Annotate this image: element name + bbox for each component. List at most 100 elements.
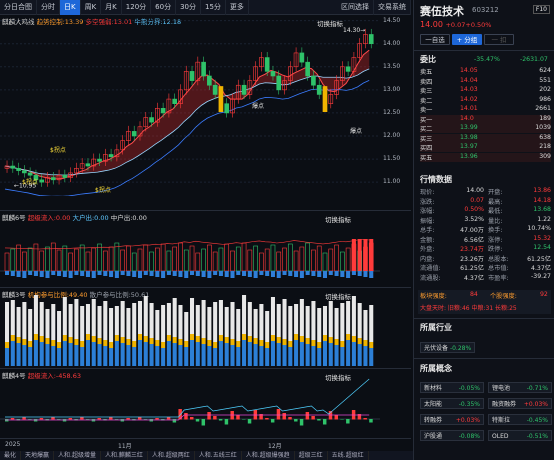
panel3-switch-button[interactable]: 切换指标 xyxy=(325,293,351,301)
bottom-tab-2[interactable]: 人和.超级增量 xyxy=(54,451,101,460)
candle xyxy=(334,80,339,95)
inst-bar xyxy=(328,343,333,366)
concept-tag[interactable]: 太阳能 -0.35% xyxy=(420,398,484,409)
flow-bar xyxy=(201,419,206,426)
panel-4[interactable]: 麒麟4号 超级流入:-458.63 切换指标 xyxy=(0,368,411,438)
bottom-tab-5[interactable]: 人和.五线三红 xyxy=(195,451,242,460)
quote-value: 61.25亿 xyxy=(527,255,551,263)
mid-bar xyxy=(288,341,293,347)
mid-bar xyxy=(299,336,304,342)
main-chart-panel[interactable]: 麒麟大鸡线 趋势控制:13.39 多空强弱:13.01 牛熊分界:12.18 切… xyxy=(0,16,380,196)
candle xyxy=(97,158,102,162)
bottom-tab-4[interactable]: 人和.超级两红 xyxy=(148,451,195,460)
concept-name: OLED xyxy=(492,433,509,440)
sector-strength-value: 84 xyxy=(470,291,478,298)
inflow-bar xyxy=(91,247,97,272)
bottom-tab-1[interactable]: 天地爆赢 xyxy=(21,451,55,460)
bottom-tab-3[interactable]: 人和.麒麟三红 xyxy=(101,451,148,460)
quote-row: 金额: 6.56亿 涨停: 15.32 xyxy=(420,235,551,244)
order-volume: 1039 xyxy=(535,124,551,131)
toolbar-tab-4[interactable]: 月K xyxy=(101,0,122,15)
concept-pct: +0.03% xyxy=(455,417,480,424)
stock-name: 赛伍技术 xyxy=(420,5,464,18)
order-ratio-diff: -2631.07 xyxy=(520,56,548,63)
flow-bar xyxy=(114,419,119,420)
toolbar-tab-6[interactable]: 60分 xyxy=(151,0,177,15)
retail-bar xyxy=(137,301,143,334)
retail-bar xyxy=(45,309,50,338)
toolbar-tab-0[interactable]: 分日合图 xyxy=(0,0,37,15)
toolbar-tab-8[interactable]: 15分 xyxy=(201,0,226,15)
inflow-bar xyxy=(230,250,235,272)
toolbar-right-0[interactable]: 区间选择 xyxy=(337,0,374,15)
bottom-tab-6[interactable]: 人和.超级爆强趋 xyxy=(242,451,295,460)
order-volume: 624 xyxy=(539,67,551,74)
candle xyxy=(50,177,56,181)
mid-bar xyxy=(207,340,212,346)
quote-row: 外盘: 23.74万 跌停: 12.54 xyxy=(420,244,551,253)
mid-bar xyxy=(190,334,195,340)
mid-bar xyxy=(143,336,148,342)
strength-box: 板块强度: 84 个股强度: 92 大盘天时: 旧粮:46 中粮:31 长粮:2… xyxy=(418,290,551,314)
toolbar-right-1[interactable]: 交易系统 xyxy=(374,0,411,15)
bottom-tab-0[interactable]: 最化 xyxy=(0,451,22,460)
panel-2[interactable]: 麒麟6号 超级流入:0.00 大户出:0.00 中户出:0.00 切换指标 xyxy=(0,210,411,286)
toolbar-tab-2[interactable]: 日K xyxy=(60,0,81,15)
retail-bar xyxy=(97,306,102,338)
f10-button[interactable]: F10 xyxy=(532,5,550,14)
remove-button[interactable]: 一 扣 xyxy=(484,34,514,45)
concept-tag[interactable]: 锂电池 -0.71% xyxy=(488,382,552,393)
flow-bar xyxy=(155,418,159,420)
bottom-tab-7[interactable]: 超级三红 xyxy=(295,451,328,460)
quote-sidebar: 赛伍技术 603212 F10 14.00 +0.07+0.50% 一自选 + … xyxy=(413,0,554,460)
flow-bar xyxy=(68,418,73,420)
concept-pct: -0.51% xyxy=(526,433,548,440)
concept-tag[interactable]: 转融券 +0.03% xyxy=(420,414,484,425)
concept-tag[interactable]: 新材料 -0.05% xyxy=(420,382,484,393)
concept-tag[interactable]: 融资融券 +0.03% xyxy=(488,398,552,409)
price-tick-1: 14.00 xyxy=(383,39,401,47)
toolbar-tab-7[interactable]: 30分 xyxy=(176,0,201,15)
panel-3[interactable]: 麒麟3号 机构参与比例:49.40 散户参与比例:50.61 切换指标 xyxy=(0,287,411,367)
mid-bar xyxy=(363,340,368,346)
toolbar-tab-9[interactable]: 更多 xyxy=(226,0,249,15)
bottom-tab-8[interactable]: 五线.超级红 xyxy=(328,451,369,460)
inst-bar xyxy=(317,348,322,366)
panel2-switch-button[interactable]: 切换指标 xyxy=(325,216,351,224)
retail-bar xyxy=(126,308,131,339)
candle xyxy=(322,86,328,112)
inst-bar xyxy=(247,342,252,366)
toolbar-tab-1[interactable]: 分时 xyxy=(37,0,60,15)
concept-tag[interactable]: 特斯拉 -0.45% xyxy=(488,414,552,425)
switch-indicator-button[interactable]: 切换指标 xyxy=(317,20,343,28)
retail-bar xyxy=(340,303,345,341)
panel4-switch-button[interactable]: 切换指标 xyxy=(325,374,351,382)
inst-bar xyxy=(126,345,131,366)
add-watchlist-button[interactable]: 一自选 xyxy=(420,34,450,45)
inflow-bar xyxy=(282,247,287,272)
retail-bar xyxy=(294,304,299,334)
candle xyxy=(79,163,85,169)
flow-line-cyan xyxy=(5,378,370,418)
toolbar-tab-3[interactable]: 周K xyxy=(81,0,102,15)
mid-bar xyxy=(172,337,177,343)
flow-bar xyxy=(369,419,373,423)
inflow-bar xyxy=(143,244,149,272)
candle xyxy=(85,163,91,167)
outflow-bar xyxy=(10,271,15,276)
inst-bar xyxy=(230,345,235,366)
toolbar-tab-5[interactable]: 120分 xyxy=(122,0,152,15)
retail-bar xyxy=(62,297,67,335)
flow-bar xyxy=(10,418,15,420)
candle xyxy=(114,149,120,158)
inflow-bar xyxy=(160,243,166,272)
concept-tag[interactable]: OLED -0.51% xyxy=(488,430,552,441)
quote-row: 现价: 14.00 开盘: 13.86 xyxy=(420,187,551,196)
group-button[interactable]: + 分组 xyxy=(452,34,482,45)
retail-bar xyxy=(109,308,114,342)
outflow-bar xyxy=(85,271,90,277)
quote-label: 跌停: xyxy=(488,246,503,253)
industry-tag[interactable]: 光伏设备 -0.28% xyxy=(420,342,476,353)
concept-tag[interactable]: 沪股通 -0.08% xyxy=(420,430,484,441)
inflow-bar xyxy=(270,244,276,272)
